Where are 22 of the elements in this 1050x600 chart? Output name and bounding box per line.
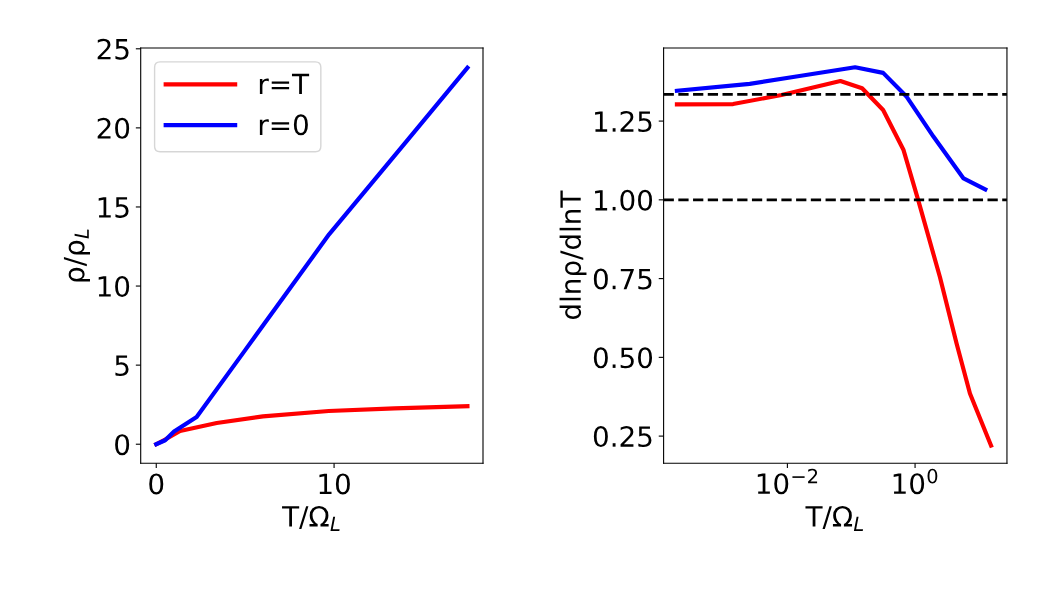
y-tick-label: 25 [97, 38, 129, 60]
y-tick-label: 10 [98, 275, 130, 297]
y-axis-title: dlnρ/dlnT [559, 190, 587, 319]
y-tick-label: 0.75 [593, 268, 652, 290]
x-axis-title: T/Ω$_{L}$ [805, 505, 864, 531]
y-tick-label: 15 [98, 197, 129, 218]
y-tick-label: 20 [97, 117, 130, 139]
x-tick-label: 0 [149, 473, 164, 495]
x-tick-label: 10$^{0}$ [893, 468, 938, 495]
y-tick-label: 0.25 [593, 426, 652, 448]
x-axis-title: T/Ω$_{L}$ [282, 505, 340, 531]
x-tick-label: 10 [319, 473, 350, 495]
y-tick-label: 1.00 [595, 189, 653, 211]
y-tick-label: 0.50 [593, 347, 653, 369]
x-tick-label: 10$^{−2}$ [757, 468, 818, 495]
y-tick-label: 5 [115, 355, 129, 377]
legend-label: r=0 [259, 114, 308, 136]
y-tick-label: 0 [115, 434, 130, 456]
y-axis-title: ρ/ρ$_{L}$ [63, 229, 90, 282]
legend-label: r=T [259, 73, 310, 95]
line-series [154, 65, 470, 447]
y-tick-label: 1.25 [595, 111, 652, 133]
